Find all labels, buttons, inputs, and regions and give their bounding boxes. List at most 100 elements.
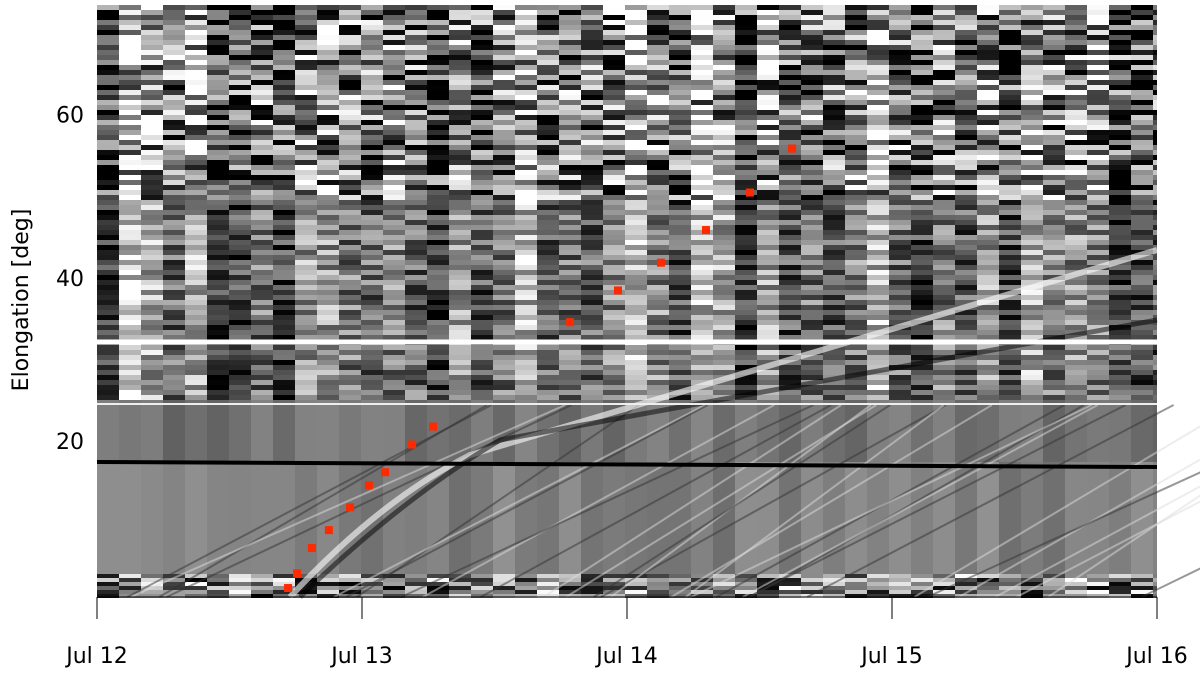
y-tick-label: 60	[56, 104, 84, 129]
texture	[691, 310, 713, 315]
texture	[867, 90, 889, 95]
background-image	[96, 5, 1200, 600]
texture	[361, 280, 383, 285]
texture	[669, 60, 691, 65]
texture	[713, 574, 735, 578]
texture	[581, 100, 603, 105]
texture	[823, 290, 845, 295]
texture	[141, 80, 163, 85]
texture	[1021, 305, 1043, 310]
texture	[669, 315, 691, 320]
texture	[1021, 325, 1043, 330]
texture	[603, 130, 625, 135]
y-tick-label: 20	[56, 430, 84, 455]
texture	[603, 65, 625, 70]
texture	[119, 35, 141, 40]
texture	[361, 285, 383, 290]
texture	[911, 275, 933, 280]
texture	[317, 115, 339, 120]
texture	[405, 85, 427, 90]
texture	[97, 245, 119, 250]
texture	[603, 365, 625, 370]
texture	[933, 255, 955, 260]
texture	[383, 150, 405, 155]
texture	[889, 250, 911, 255]
texture	[999, 140, 1021, 145]
texture	[691, 155, 713, 160]
texture	[713, 165, 735, 170]
texture	[823, 370, 845, 375]
texture	[295, 185, 317, 190]
texture	[383, 586, 405, 590]
texture	[339, 125, 361, 130]
texture	[801, 370, 823, 375]
texture	[713, 235, 735, 240]
texture	[317, 280, 339, 285]
texture	[889, 215, 911, 220]
texture	[361, 390, 383, 395]
texture	[691, 170, 713, 175]
texture	[1153, 578, 1157, 582]
texture	[207, 150, 229, 155]
texture	[471, 305, 493, 310]
texture	[1131, 110, 1153, 115]
texture	[867, 390, 889, 395]
texture	[273, 335, 295, 340]
texture	[185, 315, 207, 320]
texture	[911, 220, 933, 225]
texture	[163, 160, 185, 165]
texture	[141, 40, 163, 45]
texture	[97, 390, 119, 395]
texture	[999, 305, 1021, 310]
texture	[801, 145, 823, 150]
texture	[471, 260, 493, 265]
texture	[493, 10, 515, 15]
texture	[999, 300, 1021, 305]
texture	[339, 75, 361, 80]
texture	[1131, 150, 1153, 155]
texture	[735, 230, 757, 235]
texture	[1131, 330, 1153, 335]
texture	[911, 150, 933, 155]
texture	[515, 310, 537, 315]
texture	[713, 15, 735, 20]
texture	[735, 265, 757, 270]
texture	[251, 395, 273, 400]
texture	[955, 360, 977, 365]
texture	[977, 215, 999, 220]
texture	[801, 190, 823, 195]
texture	[185, 462, 207, 574]
texture	[449, 90, 471, 95]
texture	[977, 462, 999, 574]
texture	[449, 100, 471, 105]
texture	[383, 578, 405, 582]
texture	[229, 586, 251, 590]
texture	[471, 25, 493, 30]
texture	[449, 120, 471, 125]
texture	[229, 355, 251, 360]
texture	[163, 305, 185, 310]
texture	[779, 310, 801, 315]
texture	[779, 40, 801, 45]
texture	[735, 180, 757, 185]
texture	[119, 25, 141, 30]
texture	[669, 270, 691, 275]
texture	[295, 65, 317, 70]
texture	[141, 190, 163, 195]
texture	[119, 586, 141, 590]
texture	[317, 305, 339, 310]
texture	[295, 115, 317, 120]
texture	[1021, 35, 1043, 40]
texture	[97, 586, 119, 590]
texture	[647, 105, 669, 110]
texture	[339, 210, 361, 215]
texture	[537, 250, 559, 255]
texture	[801, 45, 823, 50]
texture	[361, 130, 383, 135]
texture	[295, 370, 317, 375]
texture	[339, 95, 361, 100]
texture	[141, 215, 163, 220]
texture	[933, 210, 955, 215]
texture	[823, 120, 845, 125]
texture	[229, 385, 251, 390]
